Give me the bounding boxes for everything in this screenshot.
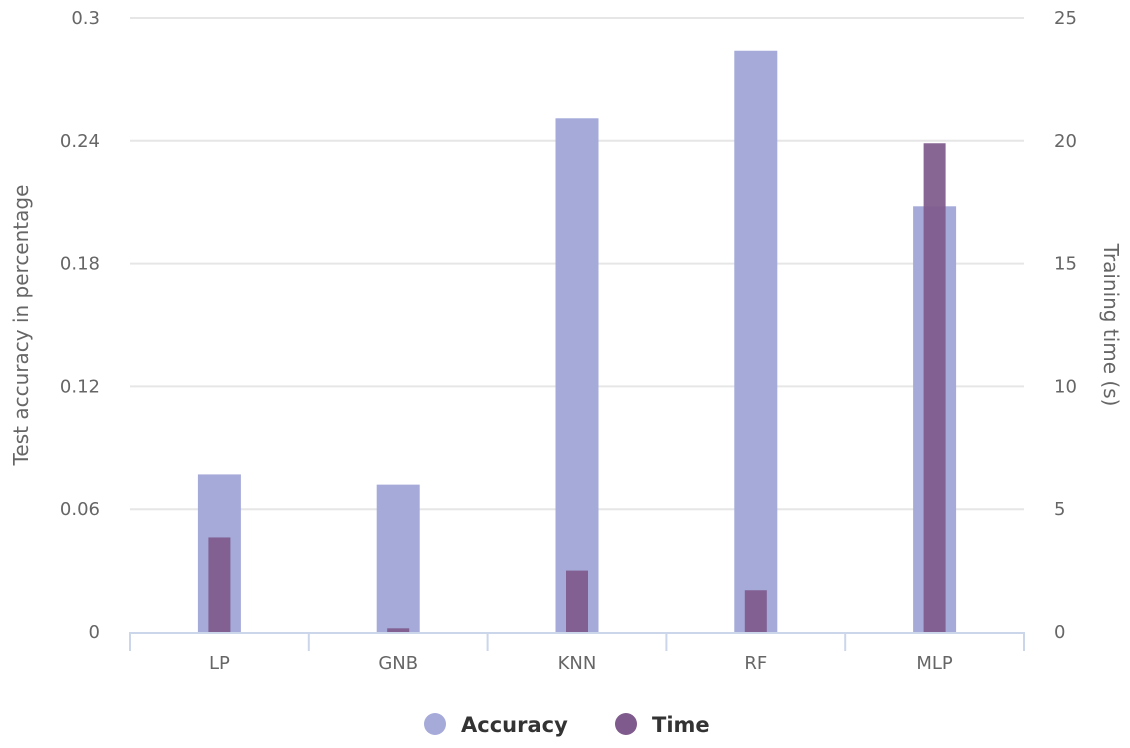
- bar-time-lp[interactable]: [208, 537, 231, 632]
- x-tick-label: LP: [209, 653, 230, 674]
- y-tick-label-right: 10: [1054, 376, 1077, 397]
- bar-accuracy-gnb[interactable]: [376, 484, 420, 632]
- y-tick-label-left: 0: [89, 622, 100, 643]
- y-tick-label-right: 15: [1054, 254, 1077, 275]
- y-tick-label-left: 0.3: [71, 8, 100, 29]
- y-tick-label-left: 0.12: [60, 376, 100, 397]
- x-tick-label: RF: [744, 653, 767, 674]
- axes: 0 0 0.06 5 0.12 10 0.18 15 0.24 20 0.3 25 LP GNB KNN RF…: [9, 8, 1123, 674]
- bar-time-rf[interactable]: [744, 590, 767, 632]
- bar-time-gnb[interactable]: [387, 628, 410, 632]
- y-tick-label-right: 0: [1054, 622, 1065, 643]
- y-tick-label-right: 20: [1054, 131, 1077, 152]
- legend-label-time[interactable]: Time: [652, 713, 710, 737]
- bar-time-mlp[interactable]: [923, 143, 946, 633]
- bar-time-knn[interactable]: [566, 570, 588, 632]
- x-tick-label: MLP: [916, 653, 953, 674]
- y-tick-label-right: 25: [1054, 8, 1077, 29]
- legend-marker-time[interactable]: [615, 713, 637, 735]
- legend-label-accuracy[interactable]: Accuracy: [461, 713, 568, 737]
- y-tick-label-left: 0.06: [60, 499, 100, 520]
- y-axis-title-right: Training time (s): [1099, 243, 1123, 407]
- y-tick-label-left: 0.18: [60, 254, 100, 275]
- y-axis-title-left: Test accuracy in percentage: [9, 185, 33, 467]
- y-tick-label-right: 5: [1054, 499, 1065, 520]
- x-tick-label: GNB: [378, 653, 418, 674]
- legend: Accuracy Time: [424, 713, 710, 737]
- x-tick-label: KNN: [558, 653, 597, 674]
- bars: [197, 50, 957, 633]
- y-tick-label-left: 0.24: [60, 131, 100, 152]
- bar-accuracy-rf[interactable]: [734, 50, 778, 633]
- legend-marker-accuracy[interactable]: [424, 713, 446, 735]
- bar-accuracy-knn[interactable]: [555, 118, 599, 632]
